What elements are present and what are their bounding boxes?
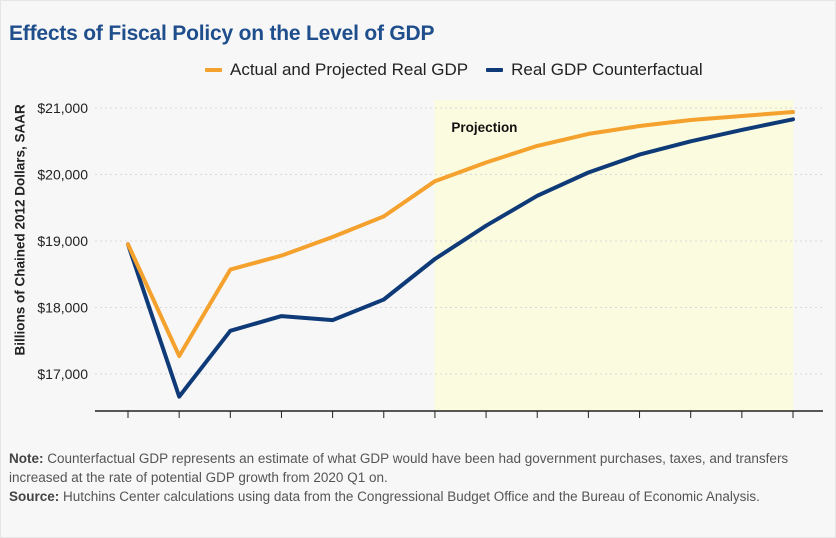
legend-swatch-counterfactual <box>486 68 504 72</box>
chart-title: Effects of Fiscal Policy on the Level of… <box>9 22 435 45</box>
legend: Actual and Projected Real GDP Real GDP C… <box>205 60 703 80</box>
footnotes: Note: Counterfactual GDP represents an e… <box>9 449 819 506</box>
note: Note: Counterfactual GDP represents an e… <box>9 449 819 487</box>
legend-item-actual: Actual and Projected Real GDP <box>205 60 468 80</box>
series-line-counterfactual <box>126 117 795 399</box>
series-line-actual <box>126 110 795 358</box>
y-tick-label: $18,000 <box>37 300 88 316</box>
source: Source: Hutchins Center calculations usi… <box>9 487 819 506</box>
legend-label-counterfactual: Real GDP Counterfactual <box>511 60 703 79</box>
source-text: Hutchins Center calculations using data … <box>63 489 760 504</box>
legend-swatch-actual <box>205 68 222 72</box>
y-tick-label: $20,000 <box>37 167 88 183</box>
y-tick-label: $17,000 <box>37 366 88 382</box>
y-tick-label: $19,000 <box>37 233 88 249</box>
note-label: Note: <box>9 451 44 466</box>
note-text: Counterfactual GDP represents an estimat… <box>9 451 789 485</box>
legend-label-actual: Actual and Projected Real GDP <box>230 60 469 79</box>
legend-item-counterfactual: Real GDP Counterfactual <box>486 60 703 80</box>
projection-label: Projection <box>451 120 517 135</box>
source-label: Source: <box>9 489 60 504</box>
y-tick-label: $21,000 <box>37 100 88 116</box>
projection-shade <box>434 100 794 411</box>
plot-area: Projection $17,000 $18,000 $19,000 $20,000 $2… <box>37 100 823 418</box>
